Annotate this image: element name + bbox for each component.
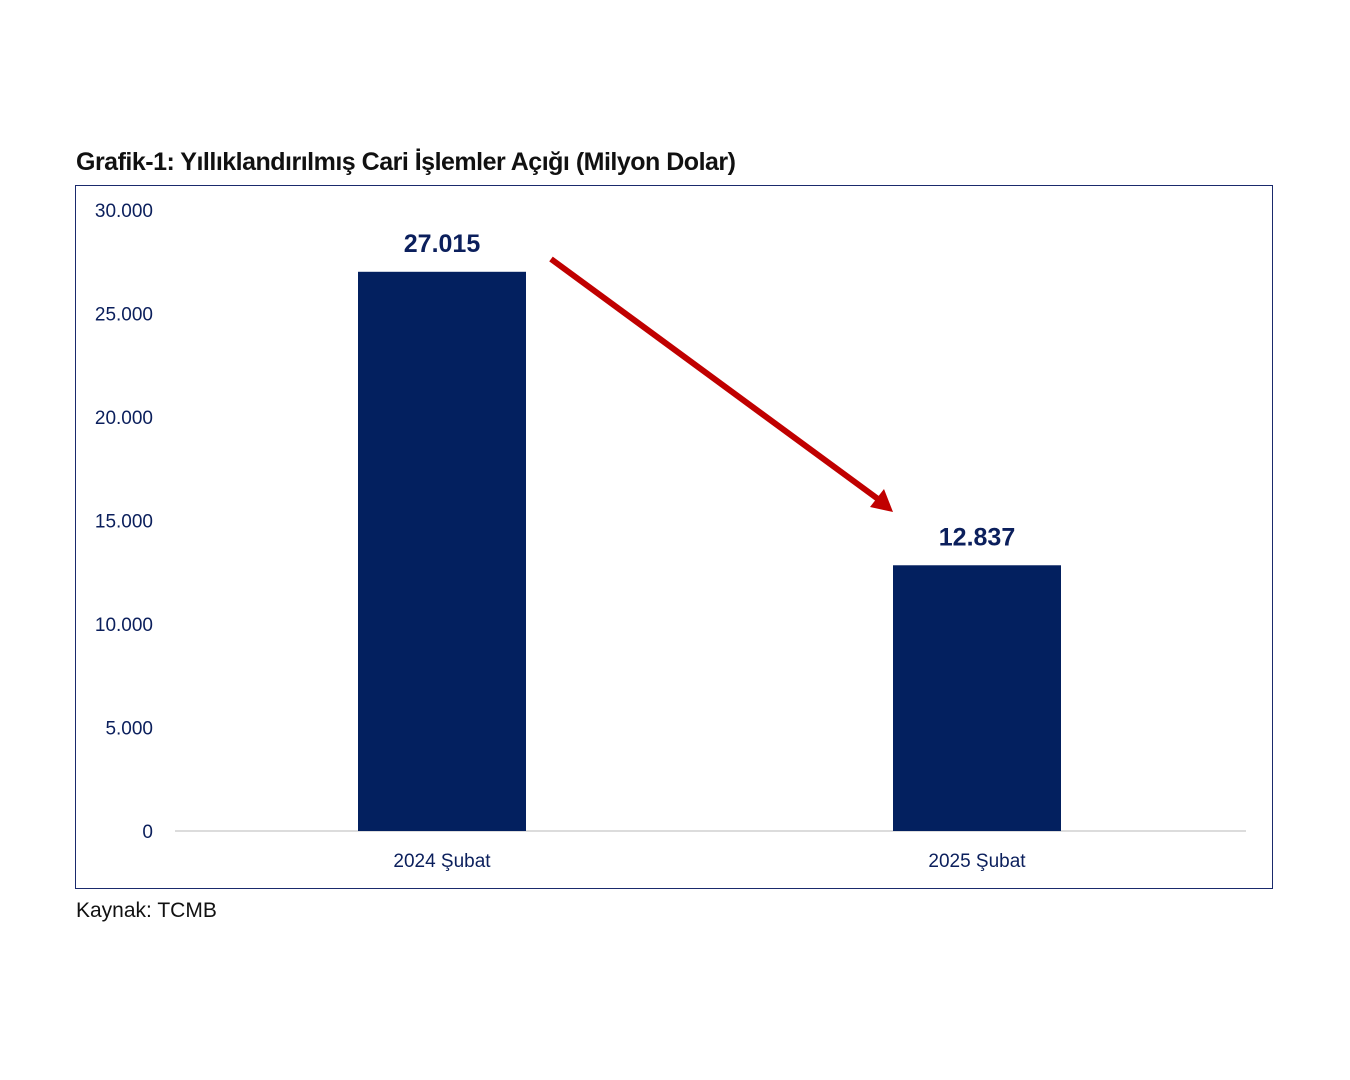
y-tick-label: 5.000 [105, 719, 153, 740]
arrow-head-icon [870, 489, 893, 512]
bar-2 [893, 565, 1061, 831]
x-tick-label: 2024 Şubat [393, 851, 491, 872]
y-tick-label: 10.000 [95, 615, 153, 636]
y-tick-label: 20.000 [95, 408, 153, 429]
chart-title: Grafik-1: Yıllıklandırılmış Cari İşlemle… [76, 148, 736, 176]
y-tick-label: 30.000 [95, 201, 153, 222]
trend-arrow-line [549, 256, 880, 502]
data-label: 27.015 [404, 230, 481, 258]
x-tick-label: 2025 Şubat [928, 851, 1026, 872]
chart-frame [75, 185, 1273, 889]
source-note: Kaynak: TCMB [76, 899, 217, 922]
y-tick-label: 15.000 [95, 512, 153, 533]
y-tick-label: 0 [142, 822, 153, 843]
data-label: 12.837 [939, 523, 1015, 551]
y-tick-label: 25.000 [95, 305, 153, 326]
bar-1 [358, 271, 526, 831]
